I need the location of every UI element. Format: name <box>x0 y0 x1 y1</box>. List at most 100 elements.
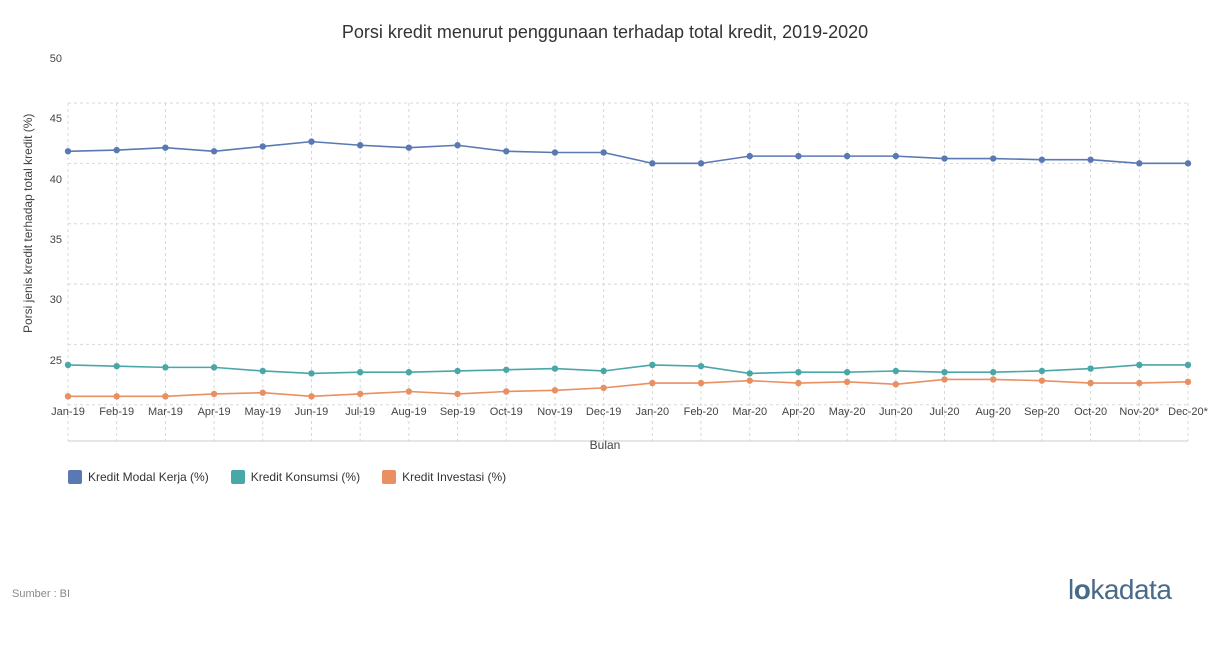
series-marker <box>211 364 217 370</box>
x-tick-label: Oct-19 <box>482 406 530 418</box>
x-tick-label: Nov-20* <box>1115 406 1163 418</box>
series-marker <box>503 388 509 394</box>
series-marker <box>844 369 850 375</box>
x-tick-label: Aug-19 <box>385 406 433 418</box>
series-marker <box>1136 160 1142 166</box>
series-marker <box>503 367 509 373</box>
series-marker <box>600 368 606 374</box>
series-marker <box>1087 365 1093 371</box>
series-marker <box>65 148 71 154</box>
series-marker <box>162 393 168 399</box>
series-marker <box>844 153 850 159</box>
brand-logo: lokadata <box>1068 574 1171 606</box>
series-marker <box>941 155 947 161</box>
series-marker <box>698 160 704 166</box>
brand-suffix: kadata <box>1090 574 1171 605</box>
legend-item: Kredit Investasi (%) <box>382 470 506 484</box>
x-tick-label: Dec-20* <box>1164 406 1210 418</box>
x-tick-label: Mar-19 <box>141 406 189 418</box>
series-marker <box>552 387 558 393</box>
series-marker <box>600 149 606 155</box>
x-tick-label: May-19 <box>239 406 287 418</box>
y-tick-label: 25 <box>50 355 62 367</box>
x-tick-label: Jun-19 <box>287 406 335 418</box>
legend-label: Kredit Konsumsi (%) <box>251 470 360 484</box>
series-marker <box>211 148 217 154</box>
series-marker <box>1185 362 1191 368</box>
series-marker <box>795 369 801 375</box>
x-tick-label: Jul-20 <box>921 406 969 418</box>
series-marker <box>406 369 412 375</box>
series-marker <box>357 142 363 148</box>
legend-item: Kredit Modal Kerja (%) <box>68 470 209 484</box>
y-tick-label: 30 <box>50 294 62 306</box>
series-marker <box>406 388 412 394</box>
legend-item: Kredit Konsumsi (%) <box>231 470 360 484</box>
legend-swatch <box>382 470 396 484</box>
x-tick-label: Jan-20 <box>628 406 676 418</box>
series-line <box>68 142 1188 164</box>
series-marker <box>1185 160 1191 166</box>
series-marker <box>308 370 314 376</box>
series-marker <box>162 144 168 150</box>
series-marker <box>795 153 801 159</box>
series-marker <box>1087 157 1093 163</box>
legend-swatch <box>231 470 245 484</box>
series-marker <box>600 385 606 391</box>
series-marker <box>649 160 655 166</box>
series-marker <box>990 155 996 161</box>
series-marker <box>893 381 899 387</box>
x-tick-label: Aug-20 <box>969 406 1017 418</box>
x-tick-label: Feb-20 <box>677 406 725 418</box>
series-marker <box>260 143 266 149</box>
y-tick-label: 35 <box>50 234 62 246</box>
series-marker <box>357 369 363 375</box>
x-tick-label: Mar-20 <box>726 406 774 418</box>
x-tick-label: Dec-19 <box>580 406 628 418</box>
series-marker <box>308 393 314 399</box>
series-marker <box>698 380 704 386</box>
series-marker <box>747 377 753 383</box>
series-marker <box>211 391 217 397</box>
series-marker <box>260 390 266 396</box>
y-tick-label: 50 <box>50 53 62 65</box>
series-marker <box>941 369 947 375</box>
series-marker <box>893 153 899 159</box>
series-marker <box>941 376 947 382</box>
series-marker <box>406 144 412 150</box>
series-marker <box>65 362 71 368</box>
legend-label: Kredit Modal Kerja (%) <box>88 470 209 484</box>
series-marker <box>113 147 119 153</box>
y-tick-label: 40 <box>50 174 62 186</box>
series-marker <box>747 370 753 376</box>
series-marker <box>1039 377 1045 383</box>
series-marker <box>649 380 655 386</box>
series-marker <box>308 138 314 144</box>
series-marker <box>893 368 899 374</box>
series-marker <box>552 365 558 371</box>
x-tick-label: Jun-20 <box>872 406 920 418</box>
series-marker <box>1136 362 1142 368</box>
x-tick-label: Oct-20 <box>1067 406 1115 418</box>
series-marker <box>454 391 460 397</box>
series-marker <box>162 364 168 370</box>
series-marker <box>698 363 704 369</box>
series-line <box>68 365 1188 373</box>
legend: Kredit Modal Kerja (%) Kredit Konsumsi (%… <box>68 470 506 484</box>
series-marker <box>990 369 996 375</box>
x-tick-label: Sep-20 <box>1018 406 1066 418</box>
series-marker <box>1039 368 1045 374</box>
legend-swatch <box>68 470 82 484</box>
series-marker <box>747 153 753 159</box>
chart-title: Porsi kredit menurut penggunaan terhadap… <box>0 0 1210 43</box>
series-marker <box>503 148 509 154</box>
x-tick-label: May-20 <box>823 406 871 418</box>
series-marker <box>357 391 363 397</box>
x-tick-label: Feb-19 <box>93 406 141 418</box>
series-marker <box>454 142 460 148</box>
series-marker <box>1087 380 1093 386</box>
series-line <box>68 379 1188 396</box>
series-marker <box>113 393 119 399</box>
series-marker <box>990 376 996 382</box>
series-marker <box>1136 380 1142 386</box>
